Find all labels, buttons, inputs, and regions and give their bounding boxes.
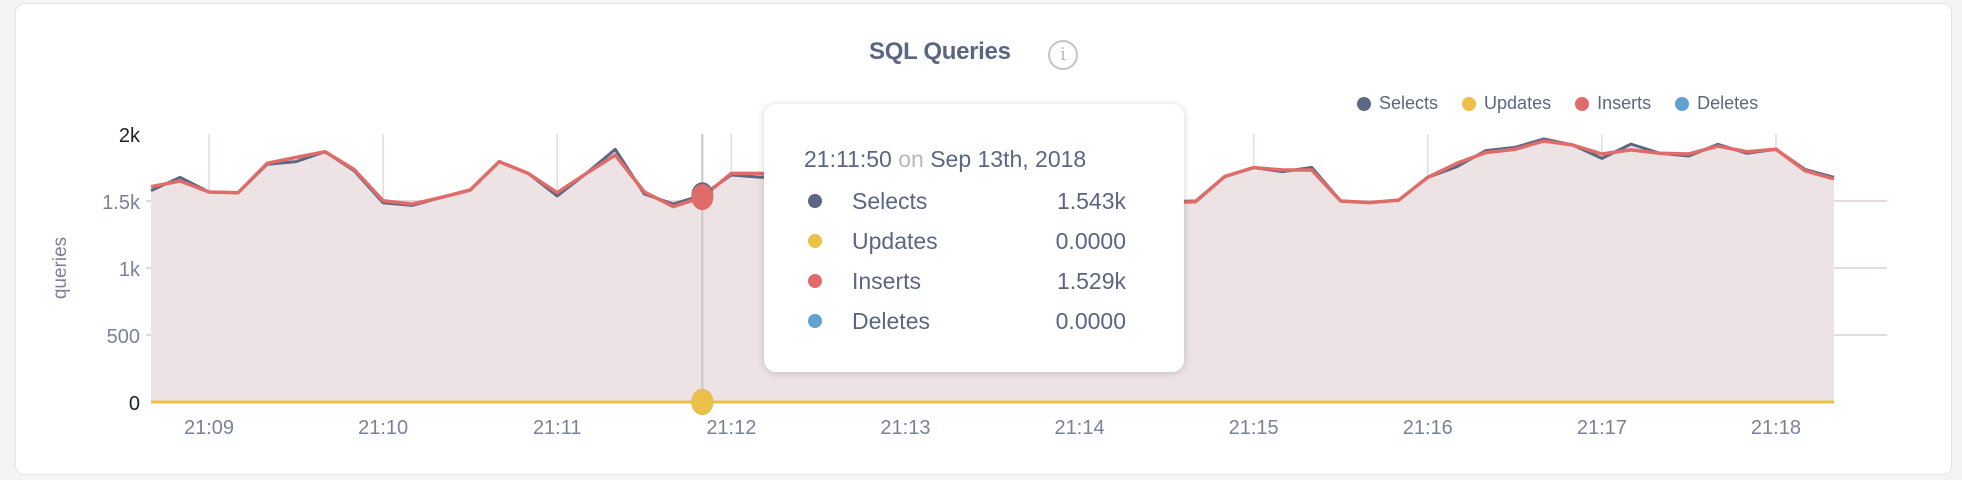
tooltip-header: 21:11:50 on Sep 13th, 2018 bbox=[804, 146, 1086, 173]
x-tick-label: 21:15 bbox=[1229, 417, 1279, 439]
tooltip-label: Deletes bbox=[852, 307, 930, 334]
x-tick-label: 21:14 bbox=[1055, 417, 1105, 439]
selects-dot-icon bbox=[1357, 96, 1371, 111]
tooltip-on: on bbox=[898, 146, 924, 172]
deletes-dot-icon bbox=[1675, 96, 1690, 111]
legend-item-selects[interactable]: Selects bbox=[1357, 93, 1438, 114]
y-tick-label: 1.5k bbox=[102, 192, 141, 214]
deletes-dot-icon bbox=[808, 314, 822, 328]
y-tick-label: 500 bbox=[107, 326, 140, 348]
tooltip-time: 21:11:50 bbox=[804, 146, 892, 172]
tooltip-row-updates: Updates 0.0000 bbox=[804, 224, 1126, 258]
inserts-dot-icon bbox=[808, 274, 822, 288]
tooltip-row-deletes: Deletes 0.0000 bbox=[804, 304, 1126, 338]
tooltip: 21:11:50 on Sep 13th, 2018 Selects 1.543k… bbox=[764, 104, 1184, 372]
legend-item-inserts[interactable]: Inserts bbox=[1575, 93, 1651, 114]
legend-item-updates[interactable]: Updates bbox=[1462, 93, 1551, 114]
legend: Selects Updates Inserts Deletes bbox=[1357, 93, 1782, 114]
hover-point-updates bbox=[691, 389, 714, 415]
x-tick-label: 21:13 bbox=[880, 417, 930, 439]
y-tick-label: 1k bbox=[119, 259, 141, 281]
x-tick-label: 21:18 bbox=[1751, 417, 1801, 439]
legend-label: Deletes bbox=[1697, 93, 1759, 113]
x-tick-label: 21:16 bbox=[1403, 417, 1453, 439]
y-tick-label: 2k bbox=[119, 125, 141, 147]
legend-label: Updates bbox=[1484, 93, 1552, 113]
tooltip-label: Selects bbox=[852, 187, 928, 214]
tooltip-value: 0.0000 bbox=[1055, 307, 1126, 334]
updates-dot-icon bbox=[808, 234, 822, 248]
tooltip-value: 1.543k bbox=[1056, 187, 1126, 214]
tooltip-value: 0.0000 bbox=[1055, 227, 1126, 254]
x-tick-label: 21:12 bbox=[706, 417, 756, 439]
hover-point-inserts bbox=[691, 184, 714, 211]
tooltip-value: 1.529k bbox=[1056, 267, 1126, 294]
updates-dot-icon bbox=[1462, 96, 1477, 111]
selects-dot-icon bbox=[808, 194, 822, 208]
info-icon[interactable]: i bbox=[1048, 40, 1078, 70]
x-tick-label: 21:17 bbox=[1577, 417, 1627, 439]
tooltip-label: Updates bbox=[852, 227, 938, 254]
legend-label: Selects bbox=[1379, 93, 1439, 113]
tooltip-row-selects: Selects 1.543k bbox=[804, 184, 1126, 218]
x-tick-label: 21:11 bbox=[533, 417, 582, 439]
tooltip-date: Sep 13th, 2018 bbox=[930, 146, 1087, 172]
inserts-dot-icon bbox=[1575, 96, 1590, 111]
chart-title: SQL Queries bbox=[869, 38, 1011, 65]
tooltip-row-inserts: Inserts 1.529k bbox=[804, 264, 1126, 298]
legend-item-deletes[interactable]: Deletes bbox=[1675, 93, 1758, 114]
x-tick-label: 21:09 bbox=[184, 417, 234, 439]
y-tick-label: 0 bbox=[129, 393, 140, 415]
y-axis-label: queries bbox=[50, 237, 71, 299]
tooltip-label: Inserts bbox=[852, 267, 922, 294]
x-tick-label: 21:10 bbox=[358, 417, 408, 439]
legend-label: Inserts bbox=[1597, 93, 1652, 113]
